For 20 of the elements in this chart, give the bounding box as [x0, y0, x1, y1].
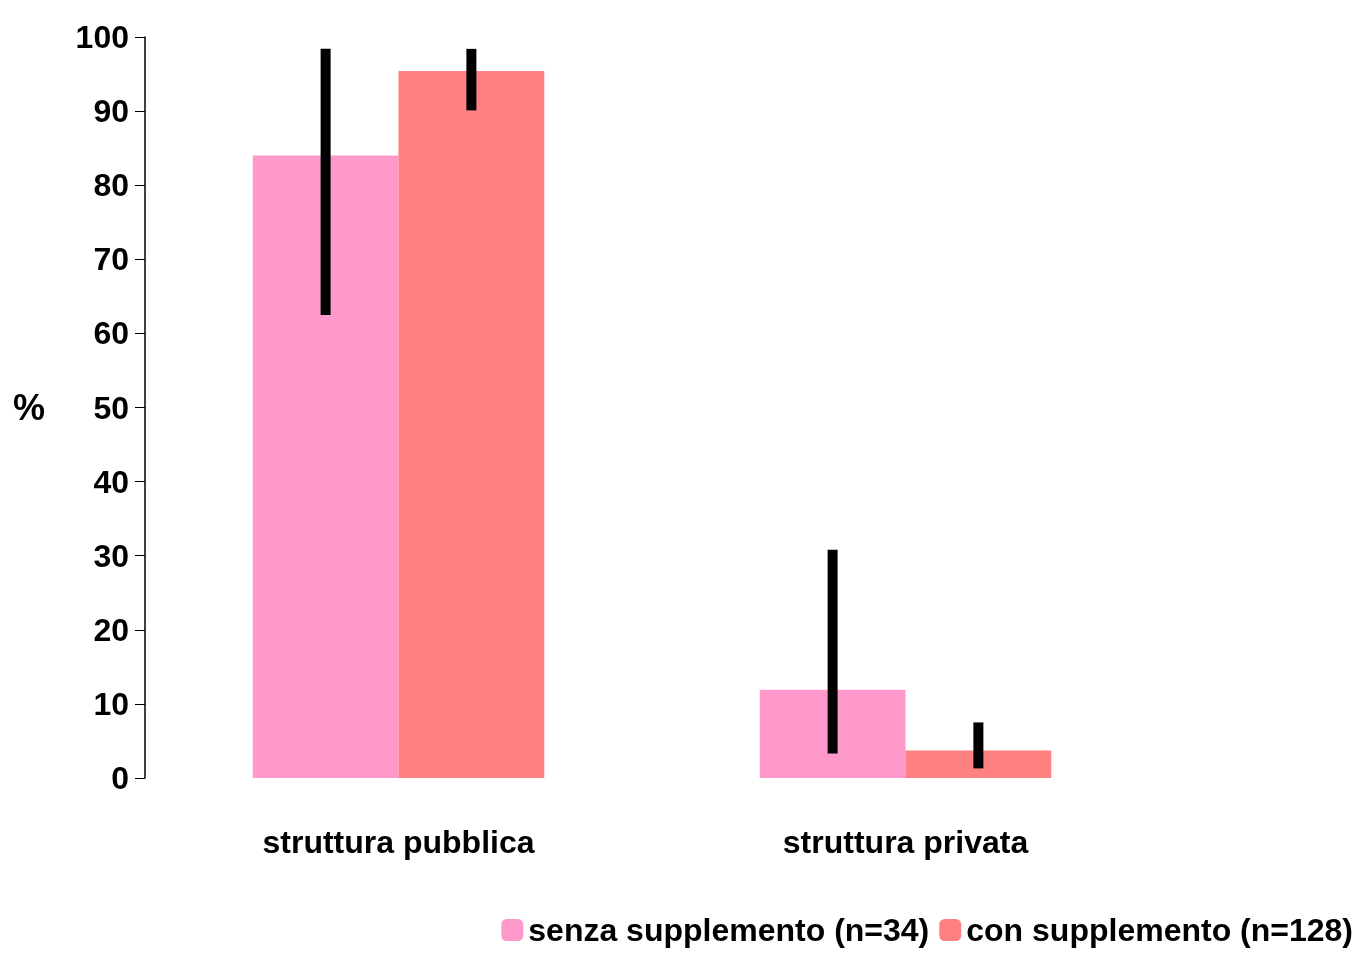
y-tick-label: 10: [93, 685, 129, 722]
y-tick-label: 60: [93, 315, 129, 352]
y-tick-label: 20: [93, 611, 129, 648]
y-tick-label: 0: [111, 760, 129, 796]
x-tick-label: struttura pubblica: [262, 824, 535, 860]
y-axis-title: %: [12, 387, 45, 428]
bar: [252, 155, 399, 778]
y-tick-label: 30: [93, 537, 129, 574]
y-tick-label: 40: [93, 463, 129, 500]
bar: [905, 750, 1052, 778]
y-tick-label: 50: [93, 389, 129, 426]
y-tick-label: 100: [75, 19, 129, 55]
legend-label: con supplemento (n=128): [966, 912, 1353, 948]
bar: [398, 71, 545, 778]
legend-label: senza supplemento (n=34): [528, 912, 930, 948]
y-tick-label: 70: [93, 241, 129, 278]
y-tick-label: 90: [93, 93, 129, 130]
y-tick-label: 80: [93, 167, 129, 204]
x-tick-label: struttura privata: [782, 824, 1029, 860]
bar: [759, 689, 906, 778]
